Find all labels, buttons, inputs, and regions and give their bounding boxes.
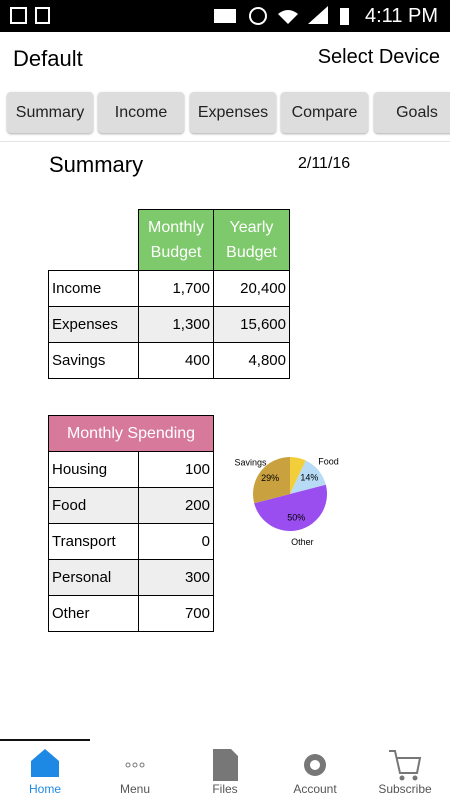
nav-icon [389, 750, 422, 781]
nav-item[interactable]: Files [180, 740, 270, 800]
nav-icon [125, 762, 145, 768]
nav-label: Menu [119, 782, 151, 796]
row-label: Transport [48, 523, 139, 560]
tab[interactable]: Compare [281, 92, 368, 133]
tab[interactable]: Expenses [190, 92, 276, 133]
cell: 100 [138, 451, 214, 488]
slice-label: Other [291, 537, 314, 547]
nav-item[interactable]: Menu [90, 740, 180, 800]
tab[interactable]: Goals [374, 92, 450, 133]
nav-icon [304, 754, 326, 776]
slice-label: Savings [234, 458, 267, 468]
nav-item[interactable]: Subscribe [360, 740, 450, 800]
header-cell: Yearly Budget [213, 209, 290, 271]
row-label: Housing [48, 451, 139, 488]
cell: 200 [138, 487, 214, 524]
pie-slice [254, 484, 327, 531]
cell: 400 [138, 342, 214, 379]
slice-value: 14% [300, 472, 318, 482]
system-icons [214, 6, 349, 25]
row-label: Personal [48, 559, 139, 596]
pie-slice [253, 457, 290, 504]
nav-label: Account [293, 782, 337, 796]
cell: 300 [138, 559, 214, 596]
active-indicator [0, 739, 90, 741]
cell: 0 [138, 523, 214, 560]
select-device[interactable]: Select Device [317, 46, 440, 68]
app-title: Default [13, 46, 83, 71]
header-cell: Monthly Spending [48, 415, 214, 452]
slice-value: 50% [287, 513, 305, 523]
slice-label: Food [318, 457, 339, 467]
cell: 1,700 [138, 270, 214, 307]
pie-slice [290, 457, 306, 494]
slice-value: 29% [261, 473, 279, 483]
cell: 15,600 [213, 306, 290, 343]
row-label: Savings [48, 342, 139, 379]
row-label: Other [48, 595, 139, 632]
tab[interactable]: Income [98, 92, 184, 133]
nav-icon [31, 749, 59, 777]
divider [0, 141, 450, 142]
cell: 4,800 [213, 342, 290, 379]
nav-label: Subscribe [378, 782, 432, 796]
clock: 4:11 PM [365, 5, 438, 27]
pie-slice [290, 460, 326, 494]
nav-icon [213, 749, 238, 781]
tab[interactable]: Summary [7, 92, 93, 133]
cell: 700 [138, 595, 214, 632]
row-label: Income [48, 270, 139, 307]
nav-item[interactable]: Home [0, 740, 90, 800]
nav-label: Files [212, 782, 238, 796]
date: 2/11/16 [298, 155, 351, 172]
row-label: Expenses [48, 306, 139, 343]
status-icons [10, 7, 50, 24]
cell: 20,400 [213, 270, 290, 307]
cell: 1,300 [138, 306, 214, 343]
nav-item[interactable]: Account [270, 740, 360, 800]
row-label: Food [48, 487, 139, 524]
header-cell: Monthly Budget [138, 209, 214, 271]
app-bar: Default Select Device [0, 32, 450, 85]
nav-label: Home [28, 782, 61, 796]
status-bar: 4:11 PM [0, 0, 450, 32]
section-title: Summary [49, 152, 144, 177]
